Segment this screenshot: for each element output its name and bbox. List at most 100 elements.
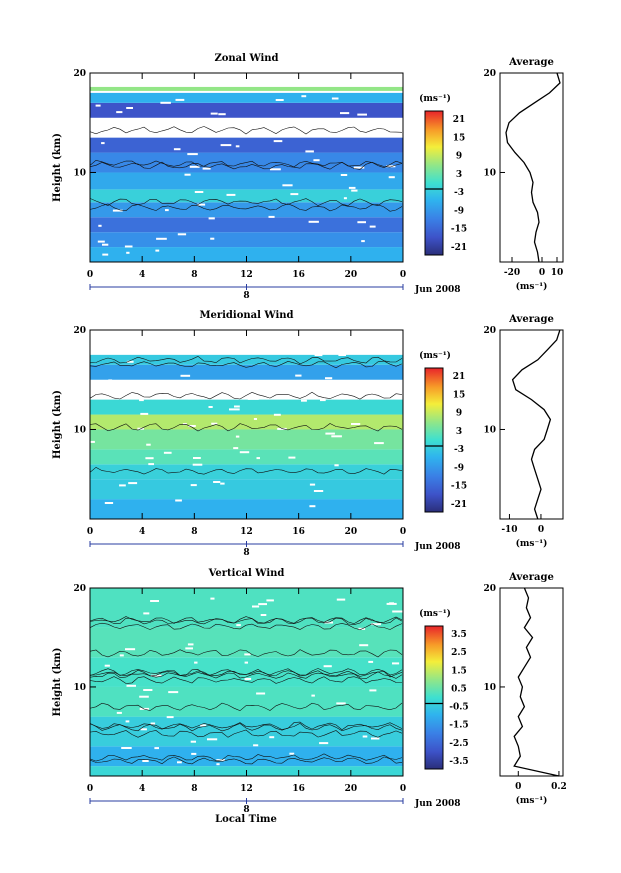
data-gap: [331, 97, 339, 100]
data-gap: [168, 691, 179, 694]
data-gap: [220, 482, 225, 485]
data-gap: [351, 189, 358, 192]
data-gap: [265, 339, 273, 342]
average-title: Average: [508, 57, 554, 68]
heatmap-band: [90, 247, 403, 262]
avg-x-tick-label: 0: [539, 268, 545, 278]
x-tick-label: 12: [240, 784, 253, 794]
colorbar-tick-label: -1.5: [449, 721, 468, 731]
data-gap: [218, 113, 226, 116]
data-gap: [353, 166, 365, 169]
data-gap: [338, 354, 346, 356]
colorbar-tick-label: 0.5: [451, 684, 467, 694]
average-profile-line: [505, 72, 561, 263]
data-gap: [273, 140, 283, 143]
y-axis-label: Height (km): [52, 133, 63, 202]
x-tick-label: 0: [87, 270, 93, 280]
data-gap: [150, 722, 156, 725]
contour-line: [89, 669, 403, 678]
contour-line: [89, 756, 403, 765]
data-gap: [116, 711, 122, 714]
data-gap: [119, 484, 126, 487]
x-tick-label: 4: [139, 784, 145, 794]
heatmap-band: [90, 189, 403, 203]
avg-y-tick-label: 20: [483, 326, 496, 336]
contour-line: [89, 159, 403, 169]
data-gap: [200, 724, 207, 727]
data-gap: [253, 744, 259, 747]
data-gap: [305, 150, 314, 153]
data-gap: [140, 728, 147, 731]
avg-x-tick-label: 10: [551, 268, 564, 278]
data-gap: [301, 95, 307, 98]
data-gap: [184, 173, 191, 176]
x-tick-label: 16: [292, 527, 305, 537]
heatmap-band: [90, 86, 403, 91]
x-tick-label: 20: [345, 527, 358, 537]
y-tick-label: 20: [73, 326, 86, 336]
colorbar-tick-label: 9: [456, 152, 462, 162]
data-gap: [282, 184, 293, 187]
data-gap: [202, 345, 213, 348]
heatmap-band: [90, 217, 403, 233]
data-gap: [166, 716, 174, 719]
colorbar-tick-label: 2.5: [451, 648, 467, 658]
colorbar-tick-label: 9: [456, 409, 462, 419]
x-axis-label: Local Time: [215, 814, 277, 825]
data-gap: [210, 597, 215, 600]
avg-x-label: (ms⁻¹): [516, 281, 548, 292]
avg-x-tick-label: 0: [515, 782, 521, 792]
average-profile-line: [511, 329, 561, 520]
data-gap: [210, 112, 218, 115]
date-label: Jun 2008: [414, 542, 461, 552]
data-gap: [244, 653, 251, 656]
chart-title: Vertical Wind: [208, 568, 285, 579]
heatmap-band: [90, 399, 403, 415]
avg-x-tick-label: -20: [504, 268, 520, 278]
data-gap: [320, 399, 326, 402]
data-gap: [325, 377, 333, 380]
data-gap: [374, 442, 384, 445]
data-gap: [150, 674, 162, 677]
data-gap: [175, 499, 182, 502]
data-gap: [197, 203, 206, 206]
colorbar-tick-label: 21: [453, 372, 466, 382]
colorbar-tick-label: 15: [453, 390, 466, 400]
x-tick-label: 20: [345, 784, 358, 794]
data-gap: [234, 405, 240, 408]
data-gap: [140, 412, 149, 415]
data-gap: [269, 736, 275, 739]
data-gap: [244, 661, 248, 664]
heatmap-band: [90, 414, 403, 430]
data-gap: [173, 148, 181, 151]
data-gap: [266, 599, 274, 602]
data-gap: [348, 186, 356, 189]
data-gap: [325, 432, 335, 435]
colorbar: [424, 625, 444, 770]
data-gap: [156, 237, 167, 240]
x-tick-label: 0: [400, 270, 406, 280]
data-gap: [295, 394, 302, 397]
data-gap: [102, 243, 109, 246]
contour-line: [89, 702, 403, 712]
data-gap: [211, 422, 218, 425]
contour-line: [89, 676, 403, 684]
data-gap: [235, 435, 240, 438]
data-gap: [90, 120, 98, 123]
data-gap: [177, 233, 187, 236]
heatmap-band: [90, 137, 403, 153]
data-gap: [150, 600, 159, 602]
data-gap: [190, 484, 197, 487]
y-tick-label: 10: [73, 683, 86, 693]
heatmap-band: [90, 354, 403, 365]
x-tick-label: 16: [292, 784, 305, 794]
average-profile-line: [513, 587, 560, 777]
data-gap: [351, 423, 361, 425]
data-gap: [392, 662, 400, 665]
x-tick-label: 0: [400, 527, 406, 537]
contour-line: [89, 649, 403, 658]
x-tick-label: 12: [240, 527, 253, 537]
data-gap: [194, 191, 204, 193]
data-gap: [334, 464, 339, 467]
